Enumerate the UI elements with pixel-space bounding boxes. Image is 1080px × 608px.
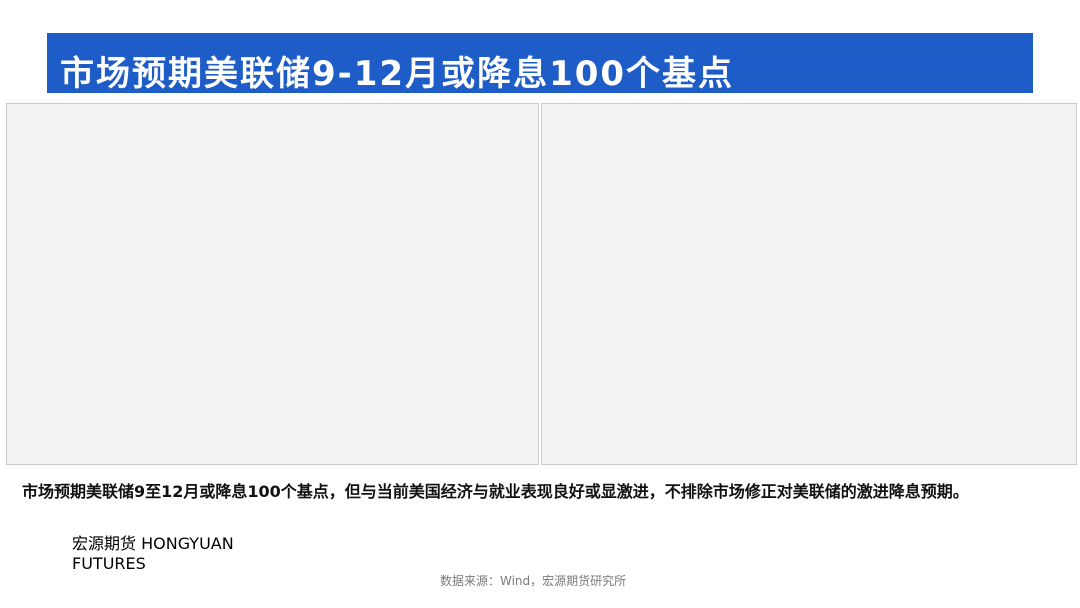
title-banner bbox=[47, 33, 1033, 93]
slide-title: 市场预期美联储9-12月或降息100个基点 bbox=[60, 54, 735, 94]
logo: 宏源期货 HONGYUAN FUTURES bbox=[72, 534, 234, 573]
source-note: 数据来源：Wind，宏源期货研究所 bbox=[440, 574, 627, 588]
chart-2-placeholder bbox=[541, 103, 1077, 465]
chart-1-placeholder bbox=[6, 103, 539, 465]
slide-body: 市场预期美联储9至12月或降息100个基点，但与当前美国经济与就业表现良好或显激… bbox=[22, 482, 969, 501]
